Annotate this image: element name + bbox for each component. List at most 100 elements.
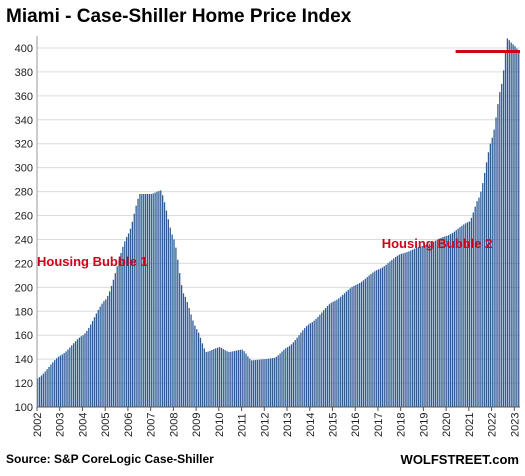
bar	[419, 246, 421, 407]
bar	[470, 217, 473, 407]
bar	[480, 191, 482, 407]
bar	[38, 377, 41, 407]
bar	[387, 263, 389, 407]
x-tick-label: 2003	[55, 413, 67, 437]
bar	[487, 152, 490, 407]
bar	[127, 233, 130, 407]
bar	[474, 206, 476, 407]
x-tick-label: 2016	[350, 413, 362, 437]
bar	[357, 284, 359, 407]
bar	[313, 320, 315, 407]
bar	[485, 162, 488, 407]
bar	[126, 236, 128, 407]
bar	[143, 193, 145, 407]
bar	[211, 349, 213, 407]
bar	[95, 313, 98, 407]
bar	[360, 281, 363, 407]
bar	[506, 38, 509, 407]
bar	[124, 241, 126, 407]
bar	[226, 351, 228, 407]
bar	[285, 348, 287, 407]
bar	[283, 349, 285, 407]
x-tick-label: 2004	[77, 413, 89, 437]
bar	[241, 349, 243, 407]
bar	[491, 137, 493, 407]
bar	[434, 240, 437, 407]
bar	[343, 293, 346, 407]
bar	[381, 267, 384, 407]
bar	[237, 350, 240, 407]
y-tick-label: 100	[15, 402, 33, 414]
bar	[162, 195, 164, 407]
bar	[144, 193, 147, 407]
x-tick-label: 2007	[146, 413, 158, 437]
bar	[245, 353, 247, 407]
x-tick-label: 2018	[396, 413, 408, 437]
bar	[103, 301, 105, 407]
x-tick-label: 2011	[237, 413, 249, 437]
x-tick-label: 2008	[168, 413, 180, 437]
bar	[305, 326, 308, 407]
bar	[415, 247, 418, 407]
bar	[97, 309, 99, 407]
bar	[307, 324, 310, 407]
bar	[296, 337, 298, 407]
bar	[326, 306, 329, 407]
bar	[163, 202, 166, 407]
bar	[224, 350, 226, 407]
bar	[131, 221, 133, 407]
x-tick-label: 2014	[305, 413, 317, 437]
bar	[288, 345, 291, 407]
bar	[252, 360, 255, 407]
bar	[457, 228, 459, 407]
bar	[391, 259, 393, 407]
bar	[72, 343, 75, 407]
bar	[383, 266, 385, 407]
bar	[120, 252, 122, 407]
bar	[374, 271, 376, 407]
bar	[495, 117, 497, 408]
bar	[48, 366, 50, 407]
bar	[323, 310, 325, 407]
bar	[394, 256, 397, 407]
bar	[146, 193, 149, 407]
bar	[427, 244, 429, 407]
bar	[232, 351, 234, 407]
bar	[46, 369, 48, 407]
bar	[122, 246, 124, 407]
bar	[99, 306, 101, 407]
bar	[230, 351, 232, 407]
bar	[317, 316, 319, 407]
bar	[376, 270, 378, 407]
bar	[137, 198, 139, 407]
bar	[385, 264, 387, 407]
bar	[101, 303, 103, 407]
bar	[268, 358, 270, 407]
bar	[461, 225, 463, 407]
bar	[476, 201, 478, 407]
bar	[190, 314, 192, 407]
bar	[118, 259, 120, 407]
bar	[423, 245, 425, 407]
bar	[430, 242, 433, 407]
bar	[429, 243, 431, 407]
bar	[256, 359, 259, 407]
bar	[465, 223, 467, 407]
bar	[269, 358, 272, 407]
bar	[69, 347, 71, 407]
bar	[304, 328, 306, 407]
bar	[512, 44, 514, 408]
y-tick-label: 180	[15, 306, 33, 318]
bar	[135, 205, 137, 407]
x-tick-label: 2002	[32, 413, 44, 437]
y-tick-label: 380	[15, 67, 33, 79]
bar	[501, 83, 503, 407]
bar	[396, 255, 399, 407]
bar	[277, 355, 279, 407]
bar	[275, 356, 277, 407]
x-tick-label: 2010	[214, 413, 226, 437]
bar	[349, 288, 351, 407]
bar	[455, 230, 457, 407]
bar	[201, 343, 204, 407]
bar	[499, 92, 501, 408]
